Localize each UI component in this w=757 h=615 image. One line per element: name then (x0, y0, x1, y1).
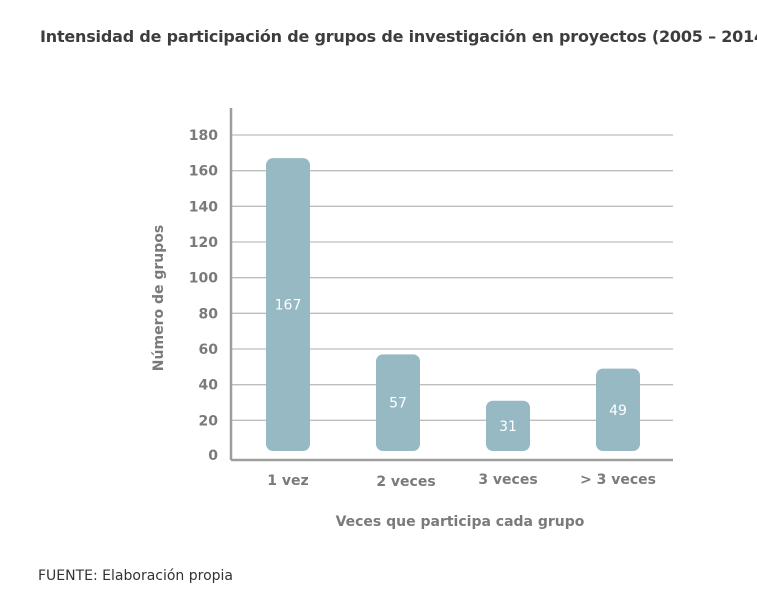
bar-1 (266, 158, 310, 451)
y-tick-label-20: 20 (199, 413, 219, 429)
y-tick-label-120: 120 (189, 235, 218, 251)
bar-data-label-4: 49 (609, 403, 627, 419)
bar-3 (486, 400, 530, 451)
bar-2 (376, 354, 420, 451)
y-tick-label-160: 160 (189, 164, 218, 180)
x-tick-label-4: > 3 veces (580, 472, 656, 488)
bar-data-labels: 167 57 31 49 (275, 298, 627, 435)
bars (266, 158, 640, 451)
x-axis-title: Veces que participa cada grupo (336, 514, 585, 530)
y-tick-label-60: 60 (199, 342, 219, 358)
x-tick-labels: 1 vez 2 veces 3 veces > 3 veces (267, 472, 656, 490)
x-tick-label-1: 1 vez (267, 473, 308, 489)
gridlines (231, 134, 673, 421)
y-tick-label-180: 180 (189, 128, 218, 144)
bar-data-label-1: 167 (275, 298, 302, 314)
bar-data-label-2: 57 (389, 396, 407, 412)
bar-data-label-3: 31 (499, 419, 517, 435)
y-tick-label-140: 140 (189, 199, 218, 215)
source-note: FUENTE: Elaboración propia (38, 568, 234, 584)
y-axis-title: Número de grupos (151, 225, 167, 371)
x-tick-label-2: 2 veces (376, 474, 435, 490)
y-tick-label-0: 0 (208, 448, 218, 464)
y-tick-label-40: 40 (199, 378, 219, 394)
y-tick-label-80: 80 (199, 306, 219, 322)
y-tick-labels: 0 20 40 60 80 100 120 140 160 180 (189, 128, 218, 464)
y-tick-label-100: 100 (189, 271, 218, 287)
x-tick-label-3: 3 veces (478, 472, 537, 488)
bar-4 (596, 368, 640, 451)
axes (229, 108, 673, 462)
chart-title: Intensidad de participación de grupos de… (40, 27, 757, 46)
